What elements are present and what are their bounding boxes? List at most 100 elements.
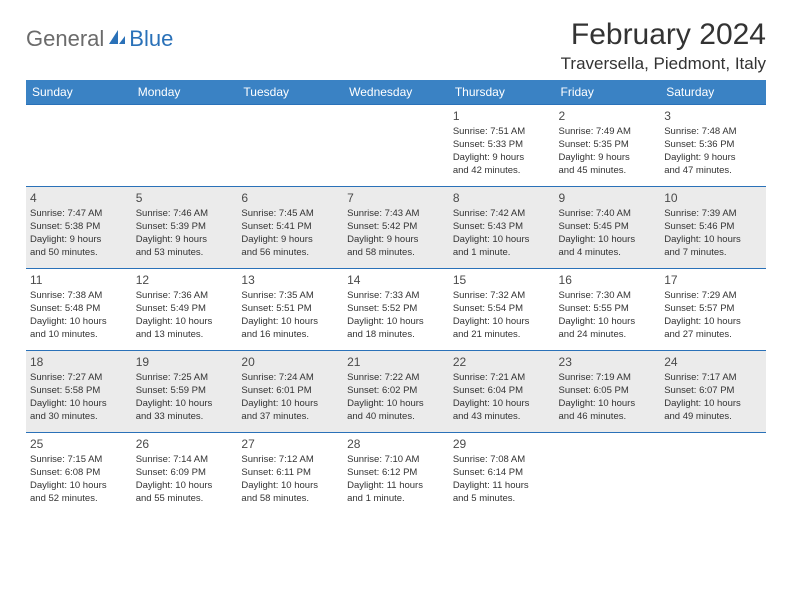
sunset-text: Sunset: 5:43 PM	[453, 221, 551, 234]
daylight-text: Daylight: 10 hours	[30, 316, 128, 329]
day-header: Saturday	[660, 80, 766, 105]
calendar-day-cell: 26Sunrise: 7:14 AMSunset: 6:09 PMDayligh…	[132, 433, 238, 515]
daylight-text: and 50 minutes.	[30, 247, 128, 260]
calendar-day-cell: 28Sunrise: 7:10 AMSunset: 6:12 PMDayligh…	[343, 433, 449, 515]
daylight-text: Daylight: 10 hours	[347, 398, 445, 411]
sunset-text: Sunset: 5:46 PM	[664, 221, 762, 234]
calendar-empty-cell	[660, 433, 766, 515]
sunrise-text: Sunrise: 7:39 AM	[664, 208, 762, 221]
daylight-text: and 16 minutes.	[241, 329, 339, 342]
sunset-text: Sunset: 6:09 PM	[136, 467, 234, 480]
sunset-text: Sunset: 5:52 PM	[347, 303, 445, 316]
daylight-text: Daylight: 10 hours	[347, 316, 445, 329]
daylight-text: Daylight: 10 hours	[30, 480, 128, 493]
day-number: 13	[241, 272, 339, 288]
daylight-text: and 46 minutes.	[559, 411, 657, 424]
daylight-text: and 52 minutes.	[30, 493, 128, 506]
daylight-text: and 58 minutes.	[347, 247, 445, 260]
sunset-text: Sunset: 5:59 PM	[136, 385, 234, 398]
sunset-text: Sunset: 6:11 PM	[241, 467, 339, 480]
calendar-day-cell: 13Sunrise: 7:35 AMSunset: 5:51 PMDayligh…	[237, 269, 343, 351]
daylight-text: Daylight: 10 hours	[241, 316, 339, 329]
sunrise-text: Sunrise: 7:40 AM	[559, 208, 657, 221]
calendar-day-cell: 9Sunrise: 7:40 AMSunset: 5:45 PMDaylight…	[555, 187, 661, 269]
day-number: 22	[453, 354, 551, 370]
daylight-text: and 4 minutes.	[559, 247, 657, 260]
sunrise-text: Sunrise: 7:45 AM	[241, 208, 339, 221]
sunset-text: Sunset: 5:55 PM	[559, 303, 657, 316]
calendar-empty-cell	[237, 105, 343, 187]
daylight-text: and 7 minutes.	[664, 247, 762, 260]
day-number: 6	[241, 190, 339, 206]
sunrise-text: Sunrise: 7:15 AM	[30, 454, 128, 467]
calendar-day-cell: 25 Sunrise: 7:15 AMSunset: 6:08 PMDayligh…	[26, 433, 132, 515]
day-header: Tuesday	[237, 80, 343, 105]
calendar-day-cell: 12Sunrise: 7:36 AMSunset: 5:49 PMDayligh…	[132, 269, 238, 351]
daylight-text: Daylight: 9 hours	[30, 234, 128, 247]
daylight-text: Daylight: 10 hours	[241, 398, 339, 411]
daylight-text: Daylight: 10 hours	[453, 398, 551, 411]
calendar-day-cell: 4Sunrise: 7:47 AMSunset: 5:38 PMDaylight…	[26, 187, 132, 269]
daylight-text: Daylight: 10 hours	[664, 316, 762, 329]
day-number: 17	[664, 272, 762, 288]
sunrise-text: Sunrise: 7:30 AM	[559, 290, 657, 303]
sunrise-text: Sunrise: 7:42 AM	[453, 208, 551, 221]
calendar-day-cell: 14Sunrise: 7:33 AMSunset: 5:52 PMDayligh…	[343, 269, 449, 351]
calendar-day-cell: 18Sunrise: 7:27 AMSunset: 5:58 PMDayligh…	[26, 351, 132, 433]
day-number: 25	[30, 436, 128, 452]
daylight-text: Daylight: 10 hours	[136, 398, 234, 411]
sunrise-text: Sunrise: 7:36 AM	[136, 290, 234, 303]
day-number: 12	[136, 272, 234, 288]
daylight-text: and 30 minutes.	[30, 411, 128, 424]
location-subtitle: Traversella, Piedmont, Italy	[561, 54, 766, 74]
logo-text-blue: Blue	[129, 26, 173, 52]
day-number: 21	[347, 354, 445, 370]
day-number: 15	[453, 272, 551, 288]
sunset-text: Sunset: 5:42 PM	[347, 221, 445, 234]
sunset-text: Sunset: 6:08 PM	[30, 467, 128, 480]
daylight-text: and 27 minutes.	[664, 329, 762, 342]
daylight-text: Daylight: 11 hours	[453, 480, 551, 493]
daylight-text: Daylight: 9 hours	[136, 234, 234, 247]
calendar-day-cell: 19 Sunrise: 7:25 AMSunset: 5:59 PMDayligh…	[132, 351, 238, 433]
day-number: 5	[136, 190, 234, 206]
sunrise-text: Sunrise: 7:32 AM	[453, 290, 551, 303]
sunset-text: Sunset: 5:33 PM	[453, 139, 551, 152]
calendar-day-cell: 22Sunrise: 7:21 AMSunset: 6:04 PMDayligh…	[449, 351, 555, 433]
sunset-text: Sunset: 6:05 PM	[559, 385, 657, 398]
daylight-text: and 21 minutes.	[453, 329, 551, 342]
day-number: 19	[136, 354, 234, 370]
sunrise-text: Sunrise: 7:25 AM	[136, 372, 234, 385]
daylight-text: and 58 minutes.	[241, 493, 339, 506]
day-header: Sunday	[26, 80, 132, 105]
sunset-text: Sunset: 6:14 PM	[453, 467, 551, 480]
daylight-text: Daylight: 10 hours	[559, 316, 657, 329]
sunrise-text: Sunrise: 7:22 AM	[347, 372, 445, 385]
calendar-day-cell: 16 Sunrise: 7:30 AMSunset: 5:55 PMDayligh…	[555, 269, 661, 351]
day-number: 3	[664, 108, 762, 124]
sunrise-text: Sunrise: 7:17 AM	[664, 372, 762, 385]
day-number: 20	[241, 354, 339, 370]
daylight-text: and 10 minutes.	[30, 329, 128, 342]
sunrise-text: Sunrise: 7:29 AM	[664, 290, 762, 303]
calendar-week-row: 18Sunrise: 7:27 AMSunset: 5:58 PMDayligh…	[26, 351, 766, 433]
daylight-text: and 33 minutes.	[136, 411, 234, 424]
sunrise-text: Sunrise: 7:24 AM	[241, 372, 339, 385]
day-number: 16	[559, 272, 657, 288]
sunrise-text: Sunrise: 7:38 AM	[30, 290, 128, 303]
logo-text-general: General	[26, 26, 104, 52]
daylight-text: Daylight: 9 hours	[241, 234, 339, 247]
calendar-empty-cell	[132, 105, 238, 187]
calendar-day-cell: 24Sunrise: 7:17 AMSunset: 6:07 PMDayligh…	[660, 351, 766, 433]
sunrise-text: Sunrise: 7:19 AM	[559, 372, 657, 385]
day-number: 29	[453, 436, 551, 452]
sunset-text: Sunset: 5:39 PM	[136, 221, 234, 234]
day-header-row: SundayMondayTuesdayWednesdayThursdayFrid…	[26, 80, 766, 105]
calendar-day-cell: 20Sunrise: 7:24 AMSunset: 6:01 PMDayligh…	[237, 351, 343, 433]
calendar-day-cell: 29Sunrise: 7:08 AMSunset: 6:14 PMDayligh…	[449, 433, 555, 515]
daylight-text: and 1 minute.	[347, 493, 445, 506]
sunrise-text: Sunrise: 7:48 AM	[664, 126, 762, 139]
sunset-text: Sunset: 6:04 PM	[453, 385, 551, 398]
day-number: 24	[664, 354, 762, 370]
daylight-text: and 43 minutes.	[453, 411, 551, 424]
